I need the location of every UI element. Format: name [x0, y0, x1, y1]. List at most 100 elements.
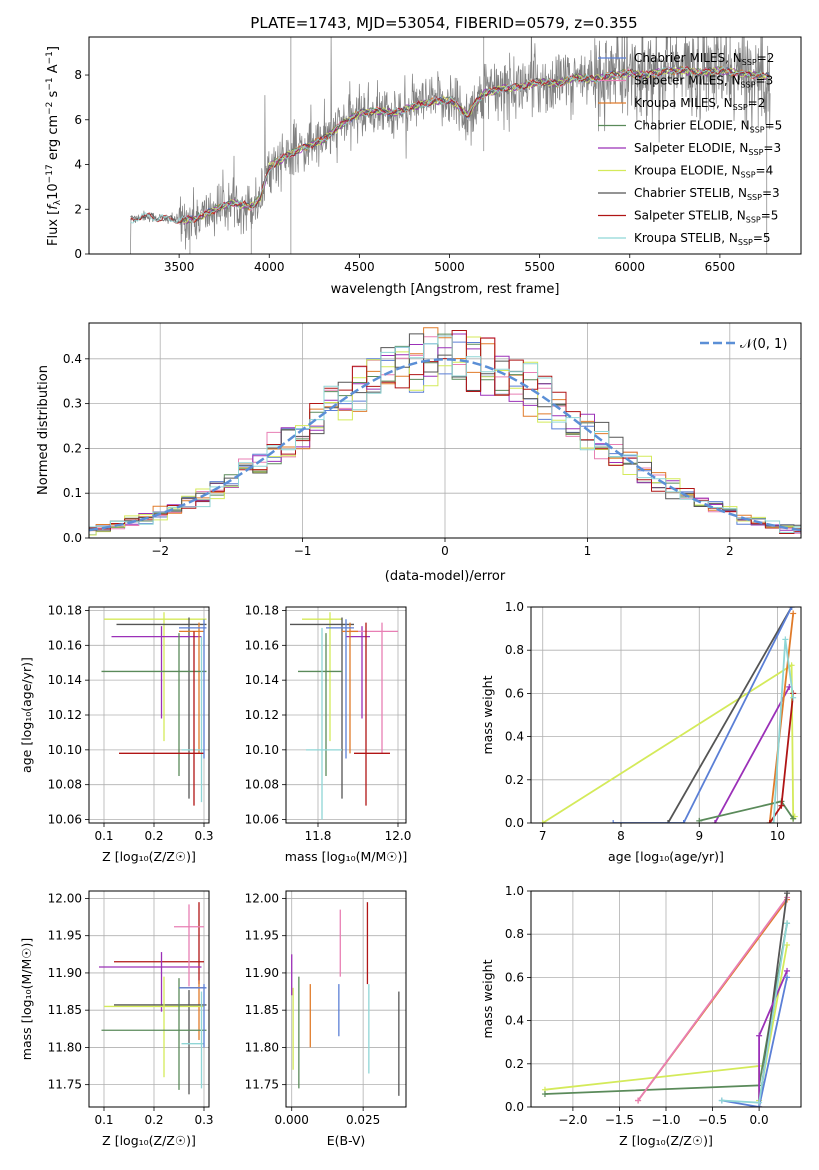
x-tick-label: 8 [617, 829, 625, 843]
ylabel-mw_Z: mass weight [480, 959, 495, 1038]
x-tick-label: 3500 [164, 260, 195, 274]
plot-area [291, 902, 400, 1096]
x-tick-label: 0.2 [144, 829, 163, 843]
x-tick-label: −0.5 [698, 1113, 727, 1127]
weight-line-kroupa_miles [768, 613, 795, 823]
ylabel-part: −1 [45, 77, 55, 90]
x-tick-label: −2.0 [558, 1113, 587, 1127]
legend-suffix: =3 [763, 141, 781, 155]
x-tick-label: 0.3 [194, 1113, 213, 1127]
x-tick-label: 0.1 [94, 1113, 113, 1127]
x-tick-label: 6500 [705, 260, 736, 274]
plot-area [539, 607, 798, 823]
x-tick-label: 0.000 [275, 1113, 309, 1127]
y-tick-label: 11.95 [48, 929, 82, 943]
x-tick-label: 0.2 [144, 1113, 163, 1127]
y-tick-label: 10.14 [245, 673, 279, 687]
y-tick-label: 11.90 [48, 966, 82, 980]
x-tick-label: 11.8 [305, 829, 332, 843]
panel-spectrum: 3500 4000 4500 5000 5500 6000 6500 0 2 4 6 8 [74, 36, 802, 274]
y-tick-label: 0.2 [505, 1057, 524, 1071]
x-tick-label: 9 [695, 829, 703, 843]
panel-mw_Z: −2.0 −1.5 −1.0 −0.5 0.0 0.0 0.2 0.4 0.6 0.8 1.0 [505, 884, 802, 1127]
panel-hist: −2 −1 0 1 2 0.0 0.1 0.2 0.3 0.4 [63, 322, 802, 558]
legend-sub: SSP [741, 81, 756, 90]
ylabel-part: s [46, 90, 61, 101]
legend-suffix: =5 [765, 119, 783, 133]
plot-area [130, 37, 771, 254]
weight-line-kroupa_stelib [721, 923, 788, 1104]
y-tick-label: 10.10 [245, 743, 279, 757]
x-tick-label: −1.0 [651, 1113, 680, 1127]
ylabel-part: erg cm [46, 115, 61, 164]
legend-suffix: =5 [761, 209, 779, 223]
ylabel-part: −17 [45, 164, 55, 183]
ylabel-part: A [46, 64, 61, 77]
legend-entry: Chabrier STELIB, NSSP=3 [634, 186, 780, 202]
xlabel-mw_age: age [log₁₀(age/yr)] [608, 849, 724, 864]
y-tick-label: 10.10 [48, 743, 82, 757]
x-tick-label: 5500 [524, 260, 555, 274]
y-tick-label: 11.75 [245, 1078, 279, 1092]
y-tick-label: 1.0 [505, 600, 524, 614]
legend-label: Kroupa MILES, N [634, 96, 733, 110]
y-tick-label: 0.4 [505, 1014, 524, 1028]
legend-label: Chabrier MILES, N [634, 51, 742, 65]
xlabel-mass_ebv: E(B-V) [327, 1133, 366, 1148]
y-tick-label: 0.1 [63, 486, 82, 500]
y-tick-label: 10.06 [48, 813, 82, 827]
xlabel-age_mass: mass [log₁₀(M/M☉)] [285, 849, 407, 864]
x-tick-label: 0.1 [94, 829, 113, 843]
x-tick-label: 1 [584, 544, 592, 558]
y-tick-label: 0.2 [505, 773, 524, 787]
legend-suffix: =4 [756, 164, 774, 178]
xlabel-mw_Z: Z [log₁₀(Z/Z☉)] [619, 1133, 713, 1148]
panel-age_Z: 0.1 0.2 0.3 10.06 10.08 10.10 10.12 10.14 10.16 1… [48, 603, 214, 843]
axes-frame [285, 890, 407, 1108]
spectrum-xlabel: wavelength [Angstrom, rest frame] [331, 282, 560, 297]
legend-sub: SSP [748, 148, 763, 157]
y-tick-label: 0.6 [505, 970, 524, 984]
plot-area [99, 902, 207, 1095]
ylabel-part: −2 [45, 102, 55, 115]
y-tick-label: 0.4 [63, 352, 82, 366]
y-tick-label: 11.85 [48, 1003, 82, 1017]
legend-label: Kroupa ELODIE, N [634, 164, 741, 178]
axes-frame [88, 36, 802, 255]
y-tick-label: 0.0 [505, 1100, 524, 1114]
legend-label: Chabrier ELODIE, N [634, 119, 750, 133]
ylabel-part: ] [46, 46, 61, 51]
x-tick-label: 6000 [614, 260, 645, 274]
panel-mass_Z: 0.1 0.2 0.3 11.75 11.80 11.85 11.90 11.95 12.00 [48, 890, 214, 1127]
y-tick-label: 10.12 [48, 708, 82, 722]
y-tick-label: 1.0 [505, 884, 524, 898]
legend-entry: Kroupa STELIB, NSSP=5 [634, 231, 771, 247]
y-tick-label: 10.16 [245, 638, 279, 652]
legend-sub: SSP [747, 193, 762, 202]
weight-line-chabrier_elodie [699, 800, 794, 822]
legend-suffix: =3 [762, 186, 780, 200]
weight-line-chabrier_miles [613, 607, 793, 823]
hist-legend-label: 𝒩(0, 1) [740, 337, 787, 352]
y-tick-label: 10.16 [48, 638, 82, 652]
y-tick-label: 0.3 [63, 397, 82, 411]
axes-frame [88, 890, 210, 1108]
y-tick-label: 0.0 [63, 531, 82, 545]
legend-label: Salpeter MILES, N [634, 74, 741, 88]
weight-line-salpeter_elodie [714, 686, 791, 823]
x-tick-label: 7 [539, 829, 547, 843]
legend-sub: SSP [738, 238, 753, 247]
y-tick-label: 0.8 [505, 643, 524, 657]
weight-line-salpeter_miles [637, 896, 788, 1102]
x-tick-label: 4500 [344, 260, 375, 274]
legend-label: Salpeter STELIB, N [634, 209, 746, 223]
x-tick-label: −1 [294, 544, 312, 558]
weight-line-kroupa_elodie [542, 663, 796, 823]
ylabel-part: λ [53, 199, 63, 205]
xlabel-age_Z: Z [log₁₀(Z/Z☉)] [102, 849, 196, 864]
normal-curve [89, 358, 801, 532]
legend-entry: Chabrier MILES, NSSP=2 [634, 51, 774, 67]
legend-entry: Salpeter STELIB, NSSP=5 [634, 209, 778, 225]
y-tick-label: 10.08 [48, 778, 82, 792]
model-spectrum-kroupa_stelib [130, 65, 770, 224]
